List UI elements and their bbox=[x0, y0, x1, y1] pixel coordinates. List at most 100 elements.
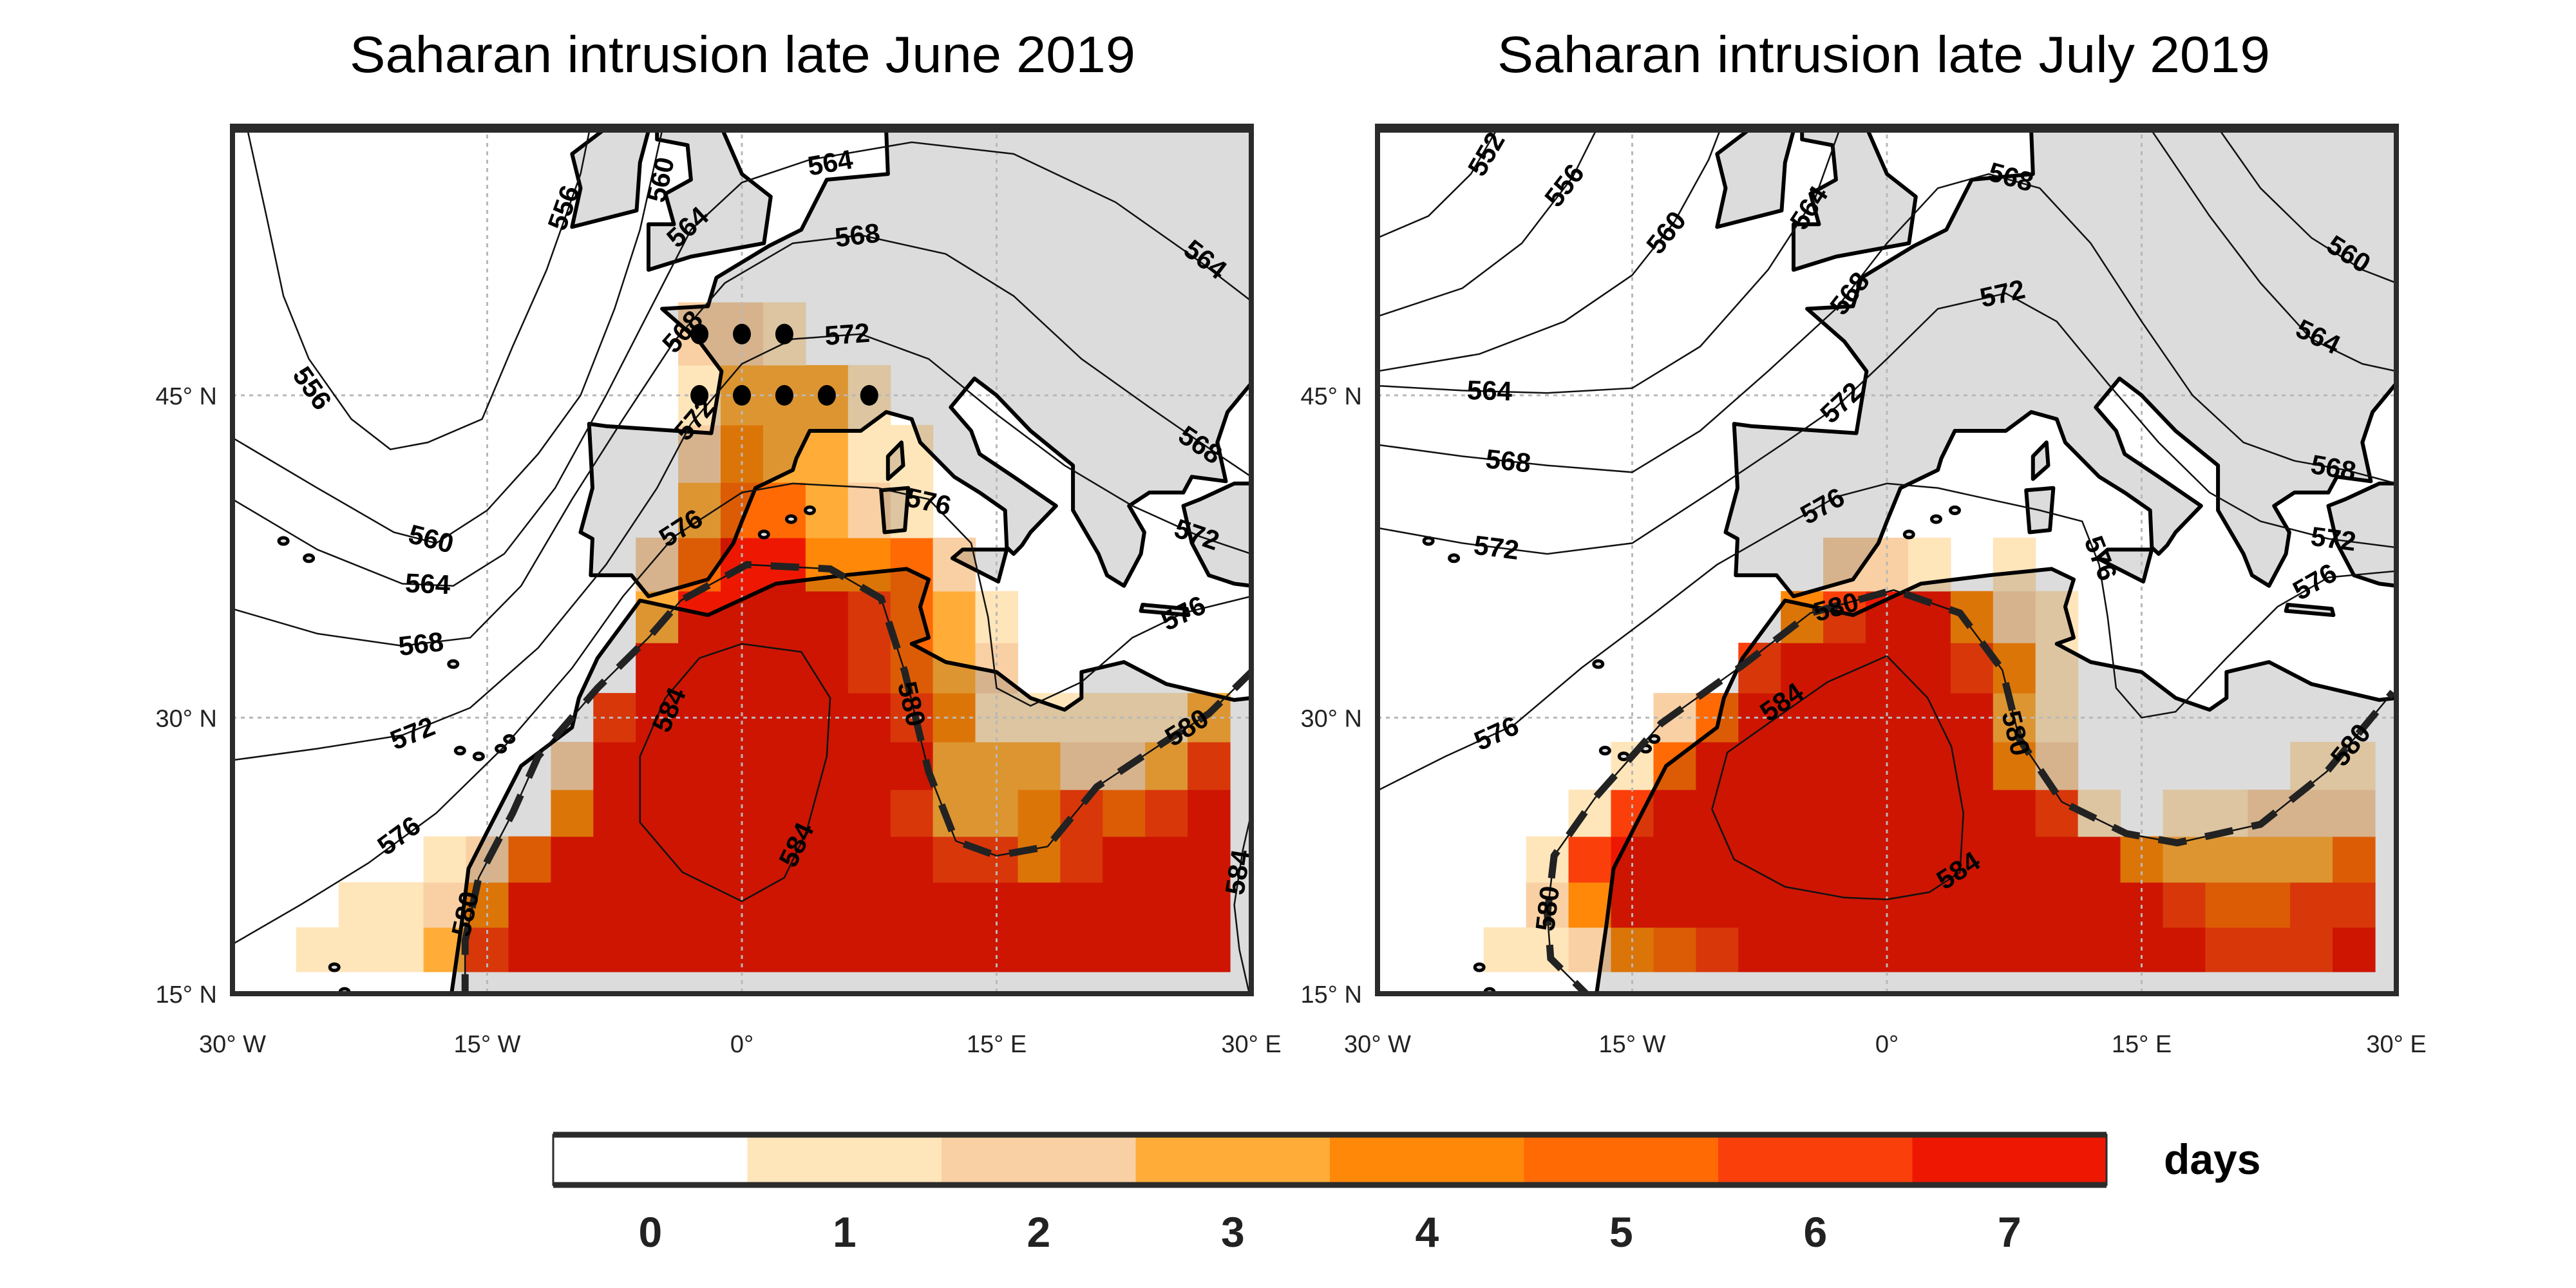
grid-cell bbox=[1188, 790, 1231, 837]
lat-tick-label: 15° N bbox=[156, 981, 217, 1009]
grid-cell bbox=[1653, 927, 1696, 972]
coastline-crete bbox=[1139, 603, 1191, 618]
grid-cell bbox=[933, 537, 976, 592]
grid-cell bbox=[1993, 790, 2036, 837]
grid-cell bbox=[890, 790, 934, 837]
grid-cell bbox=[1188, 882, 1231, 928]
significance-dot bbox=[775, 323, 793, 345]
grid-cell bbox=[1823, 836, 1866, 883]
coastline-ireland bbox=[1715, 126, 1795, 229]
grid-cell bbox=[1060, 927, 1103, 972]
grid-cell bbox=[593, 742, 636, 790]
grid-cell bbox=[678, 836, 721, 883]
contour-line-580-dashed bbox=[461, 561, 1251, 994]
lat-tick-label: 45° N bbox=[156, 383, 217, 410]
island bbox=[277, 536, 290, 546]
grid-cell bbox=[338, 927, 382, 972]
contour-label: 564 bbox=[404, 567, 451, 600]
contour-label: 572 bbox=[824, 317, 871, 351]
coastline-britain bbox=[1792, 126, 1918, 272]
island bbox=[472, 751, 485, 761]
colorbar-segment bbox=[1135, 1135, 1331, 1185]
contour-line bbox=[1233, 813, 1251, 994]
grid-cell bbox=[1781, 742, 1824, 790]
grid-cell bbox=[381, 927, 424, 972]
grid-cell bbox=[1950, 927, 1994, 972]
grid-cell bbox=[2035, 836, 2079, 883]
coastline-africa bbox=[1595, 567, 2396, 994]
grid-cell bbox=[2333, 927, 2376, 972]
grid-cell bbox=[1568, 836, 1612, 883]
grid-cell bbox=[805, 537, 849, 592]
grid-cell bbox=[1993, 836, 2036, 883]
grid-cell bbox=[1993, 927, 2036, 972]
coastline-corsica bbox=[2031, 440, 2050, 481]
grid-cell bbox=[1866, 643, 1909, 694]
coastline-sicily bbox=[950, 547, 1009, 584]
grid-cell bbox=[1993, 591, 2036, 643]
grid-cell bbox=[2035, 927, 2079, 972]
contour-line bbox=[1378, 126, 1723, 372]
colorbar-tick-label: 4 bbox=[1415, 1208, 1439, 1256]
grid-cell bbox=[763, 591, 806, 643]
grid-cell bbox=[2333, 836, 2376, 883]
grid-cell bbox=[2290, 836, 2333, 883]
grid-cell bbox=[763, 927, 806, 972]
grid-cell bbox=[423, 836, 467, 883]
island bbox=[803, 505, 816, 515]
grid-cell bbox=[1653, 882, 1696, 928]
significance-dot bbox=[733, 384, 751, 406]
contour-line-580-dashed bbox=[1544, 586, 2396, 994]
significance-dot bbox=[860, 384, 878, 406]
contour-line bbox=[639, 643, 831, 902]
colorbar-segment bbox=[1718, 1135, 1913, 1185]
coastline-corsica bbox=[886, 440, 905, 481]
grid-cell bbox=[890, 836, 934, 883]
grid-cell bbox=[1018, 927, 1061, 972]
grid-cell bbox=[636, 643, 679, 694]
grid-cell bbox=[763, 836, 806, 883]
grid-cell bbox=[2333, 882, 2376, 928]
grid-cell bbox=[381, 882, 424, 928]
grid-cell bbox=[1696, 927, 1739, 972]
grid-cell bbox=[1950, 836, 1994, 883]
grid-cell bbox=[2078, 836, 2121, 883]
grid-cell bbox=[1060, 742, 1103, 790]
grid-cell bbox=[1145, 790, 1188, 837]
grid-cell bbox=[933, 742, 976, 790]
grid-cell bbox=[551, 742, 594, 790]
grid-cell bbox=[636, 927, 679, 972]
grid-cell bbox=[2290, 927, 2333, 972]
lon-tick-label: 15° E bbox=[2112, 1031, 2172, 1058]
grid-cell bbox=[2035, 790, 2079, 837]
lon-tick-label: 30° E bbox=[2366, 1031, 2426, 1058]
grid-cell bbox=[1781, 882, 1824, 928]
grid-cell bbox=[1696, 790, 1739, 837]
panel-title: Saharan intrusion late July 2019 bbox=[1497, 26, 2270, 83]
coastline-britain bbox=[647, 126, 773, 272]
grid-cell bbox=[2205, 836, 2248, 883]
coastline-sicily bbox=[2095, 547, 2154, 584]
grid-cell bbox=[1696, 882, 1739, 928]
grid-cell bbox=[1738, 927, 1781, 972]
contour-label: 564 bbox=[806, 144, 856, 181]
coastline-crete bbox=[2284, 603, 2336, 618]
grid-cell bbox=[933, 927, 976, 972]
grid-cell bbox=[1018, 882, 1061, 928]
grid-cell bbox=[1103, 836, 1146, 883]
colorbar-tick-label: 6 bbox=[1803, 1208, 1827, 1256]
grid-cell bbox=[2035, 742, 2079, 790]
grid-cell bbox=[1950, 591, 1994, 643]
island bbox=[303, 553, 316, 564]
coastline-europe bbox=[1723, 126, 2396, 598]
grid-cell bbox=[678, 927, 721, 972]
island bbox=[784, 514, 797, 524]
grid-cell bbox=[1060, 836, 1103, 883]
grid-cell bbox=[848, 836, 891, 883]
colorbar-segment bbox=[942, 1135, 1137, 1185]
contour-line bbox=[1378, 173, 2396, 485]
grid-cell bbox=[2290, 882, 2333, 928]
grid-cell bbox=[2035, 882, 2079, 928]
colorbar-tick-label: 1 bbox=[833, 1208, 857, 1256]
